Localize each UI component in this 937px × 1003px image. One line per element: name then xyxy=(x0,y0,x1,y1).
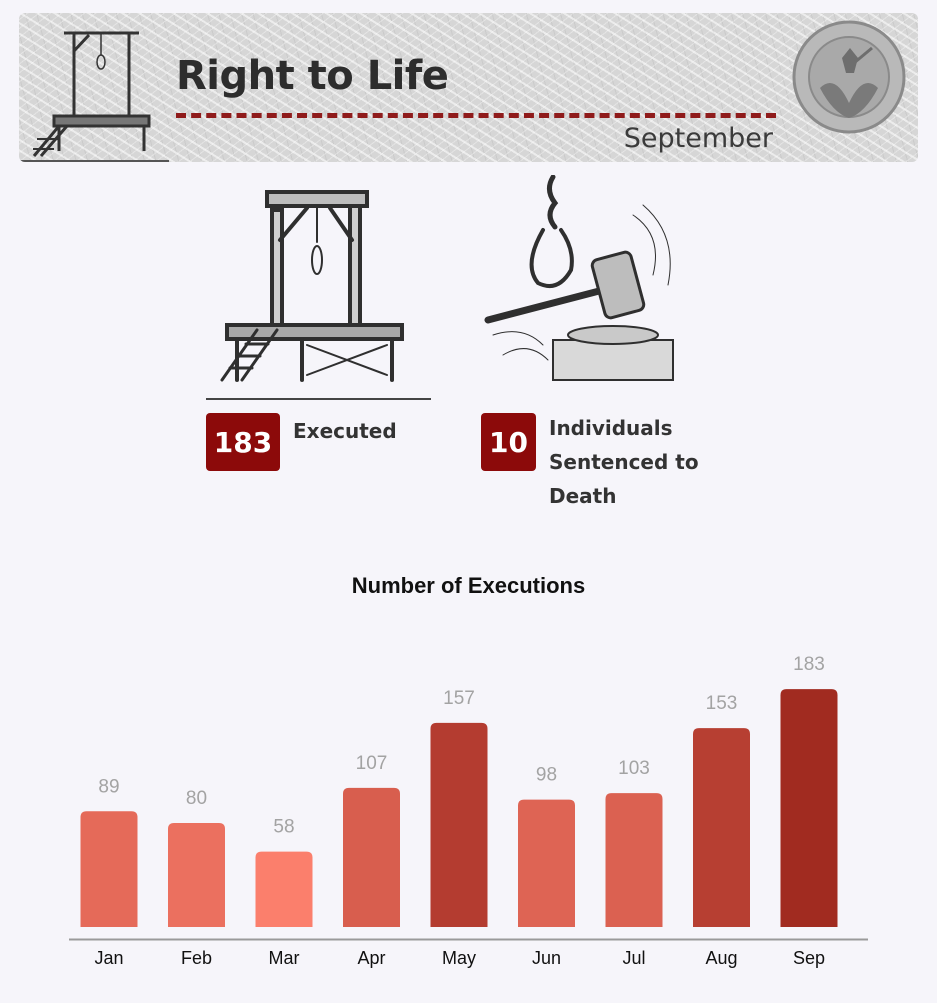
executed-label: Executed xyxy=(293,419,397,443)
data-label-may: 157 xyxy=(443,688,475,709)
gallows-base-line xyxy=(206,398,431,400)
data-label-jun: 98 xyxy=(536,765,557,786)
data-label-jan: 89 xyxy=(98,776,119,797)
data-label-jul: 103 xyxy=(618,758,650,779)
bar-jun xyxy=(518,799,575,927)
noose-gavel-illustration xyxy=(484,175,674,381)
bar-jul xyxy=(605,793,663,927)
x-tick-label-jul: Jul xyxy=(622,948,645,968)
x-tick-label-feb: Feb xyxy=(181,948,212,968)
x-tick-label-jan: Jan xyxy=(94,948,123,968)
bar-apr xyxy=(343,787,400,927)
chart-title: Number of Executions xyxy=(351,573,586,598)
gallows-icon xyxy=(32,31,151,157)
bar-mar xyxy=(255,851,313,927)
data-label-mar: 58 xyxy=(273,817,294,838)
x-tick-label-sep: Sep xyxy=(793,948,825,968)
x-tick-label-apr: Apr xyxy=(357,948,385,968)
header-banner: Right to Life September xyxy=(19,13,918,162)
x-tick-label-jun: Jun xyxy=(532,948,561,968)
x-tick-label-mar: Mar xyxy=(269,948,300,968)
bar-aug xyxy=(693,728,750,927)
data-label-sep: 183 xyxy=(793,654,825,675)
organization-seal-logo xyxy=(792,20,906,134)
sentenced-count-badge: 10 xyxy=(481,413,536,471)
executed-count-badge: 183 xyxy=(206,413,280,471)
sentenced-label: Individuals Sentenced to Death xyxy=(549,416,699,508)
data-label-feb: 80 xyxy=(186,788,207,809)
page-subtitle: September xyxy=(623,123,773,154)
bar-feb xyxy=(168,823,225,927)
bar-sep xyxy=(780,689,838,927)
data-label-aug: 153 xyxy=(706,693,738,714)
gallows-illustration xyxy=(220,190,404,382)
bar-may xyxy=(430,722,488,927)
title-divider xyxy=(176,113,776,118)
banner-base-line xyxy=(19,160,169,162)
data-label-apr: 107 xyxy=(356,753,388,774)
x-tick-label-aug: Aug xyxy=(705,948,737,968)
page-title: Right to Life xyxy=(176,53,449,99)
bar-jan xyxy=(80,811,138,927)
x-tick-label-may: May xyxy=(442,948,476,968)
